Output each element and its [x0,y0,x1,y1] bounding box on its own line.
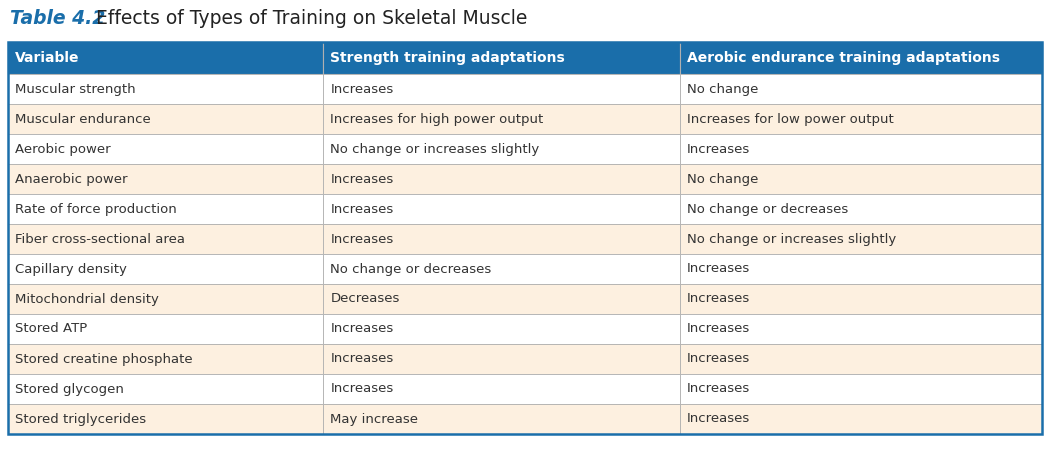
Text: Capillary density: Capillary density [15,263,127,275]
Bar [680,314,1042,344]
Text: Increases: Increases [687,323,751,336]
Text: Stored creatine phosphate: Stored creatine phosphate [15,352,192,365]
Bar [680,284,1042,314]
Text: Aerobic endurance training adaptations: Aerobic endurance training adaptations [687,51,1000,65]
Text: No change or decreases: No change or decreases [331,263,491,275]
Bar [8,194,323,224]
Bar [8,134,323,164]
Text: Increases: Increases [331,173,394,186]
Text: Increases: Increases [331,82,394,95]
Bar [8,42,1042,434]
Bar [323,224,680,254]
Text: Effects of Types of Training on Skeletal Muscle: Effects of Types of Training on Skeletal… [96,9,527,28]
Bar [323,194,680,224]
Text: Stored glycogen: Stored glycogen [15,383,124,396]
Text: No change or decreases: No change or decreases [687,202,848,215]
Text: Strength training adaptations: Strength training adaptations [331,51,565,65]
Bar [8,254,323,284]
Bar [8,344,323,374]
Text: Aerobic power: Aerobic power [15,142,110,155]
Text: Increases for low power output: Increases for low power output [687,113,894,126]
Text: Muscular endurance: Muscular endurance [15,113,151,126]
Text: Increases: Increases [687,352,751,365]
Text: No change: No change [687,82,758,95]
Bar [8,404,323,434]
Bar [680,194,1042,224]
Text: Increases: Increases [687,412,751,425]
Bar [680,104,1042,134]
Bar [680,134,1042,164]
Bar [8,224,323,254]
Bar [323,344,680,374]
Text: Stored ATP: Stored ATP [15,323,87,336]
Text: Increases: Increases [331,323,394,336]
Bar [323,374,680,404]
Text: Stored triglycerides: Stored triglycerides [15,412,146,425]
Bar [8,42,323,74]
Text: Increases: Increases [687,263,751,275]
Bar [323,164,680,194]
Bar [680,224,1042,254]
Bar [680,164,1042,194]
Bar [8,104,323,134]
Bar [323,74,680,104]
Text: Decreases: Decreases [331,292,400,306]
Text: Increases: Increases [331,383,394,396]
Text: No change or increases slightly: No change or increases slightly [687,232,897,246]
Text: No change or increases slightly: No change or increases slightly [331,142,540,155]
Text: Increases for high power output: Increases for high power output [331,113,544,126]
Bar [323,42,680,74]
Bar [680,344,1042,374]
Text: Table 4.2: Table 4.2 [10,9,105,28]
Bar [8,74,323,104]
Text: Increases: Increases [687,292,751,306]
Bar [680,42,1042,74]
Text: Increases: Increases [687,142,751,155]
Bar [680,404,1042,434]
Bar [8,164,323,194]
Bar [680,254,1042,284]
Bar [8,284,323,314]
Text: Increases: Increases [331,352,394,365]
Text: Mitochondrial density: Mitochondrial density [15,292,159,306]
Bar [323,134,680,164]
Text: Rate of force production: Rate of force production [15,202,176,215]
Text: Anaerobic power: Anaerobic power [15,173,127,186]
Bar [8,374,323,404]
Bar [323,104,680,134]
Text: Variable: Variable [15,51,80,65]
Text: Increases: Increases [331,202,394,215]
Text: Fiber cross-sectional area: Fiber cross-sectional area [15,232,185,246]
Bar [323,404,680,434]
Text: Increases: Increases [331,232,394,246]
Text: Increases: Increases [687,383,751,396]
Bar [323,314,680,344]
Bar [680,74,1042,104]
Text: Muscular strength: Muscular strength [15,82,135,95]
Text: May increase: May increase [331,412,418,425]
Text: No change: No change [687,173,758,186]
Bar [323,284,680,314]
Bar [680,374,1042,404]
Bar [323,254,680,284]
Bar [8,314,323,344]
